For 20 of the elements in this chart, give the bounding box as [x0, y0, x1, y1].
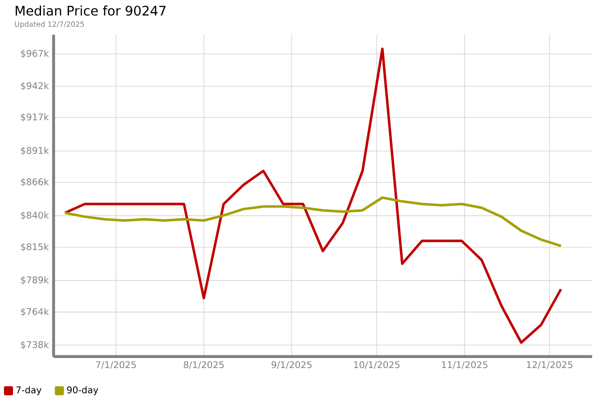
y-tick-label: $917k [20, 113, 49, 122]
y-tick-label: $942k [20, 82, 49, 90]
line-series [64, 196, 562, 247]
y-tick-label: $866k [20, 178, 49, 186]
y-tick-label: $789k [20, 276, 49, 284]
y-tick-label: $891k [20, 146, 49, 155]
chart-title: Median Price for 90247 [16, 5, 166, 16]
y-tick-label: $840k [20, 211, 49, 220]
x-tick-label: 9/1/2025 [272, 361, 312, 369]
x-tick-label: 8/1/2025 [184, 361, 224, 369]
x-tick-label: 12/1/2025 [527, 361, 572, 369]
legend-label: 7-day [16, 386, 42, 395]
x-tick-label: 7/1/2025 [96, 361, 136, 369]
y-tick-label: $764k [20, 308, 49, 316]
x-tick-label: 11/1/2025 [442, 361, 488, 369]
y-tick-label: $815k [20, 242, 49, 252]
legend-label: 90-day [67, 386, 98, 395]
x-tick-label: 10/1/2025 [354, 361, 400, 369]
y-tick-label: $967k [20, 49, 49, 58]
y-tick-label: $738k [20, 340, 49, 350]
